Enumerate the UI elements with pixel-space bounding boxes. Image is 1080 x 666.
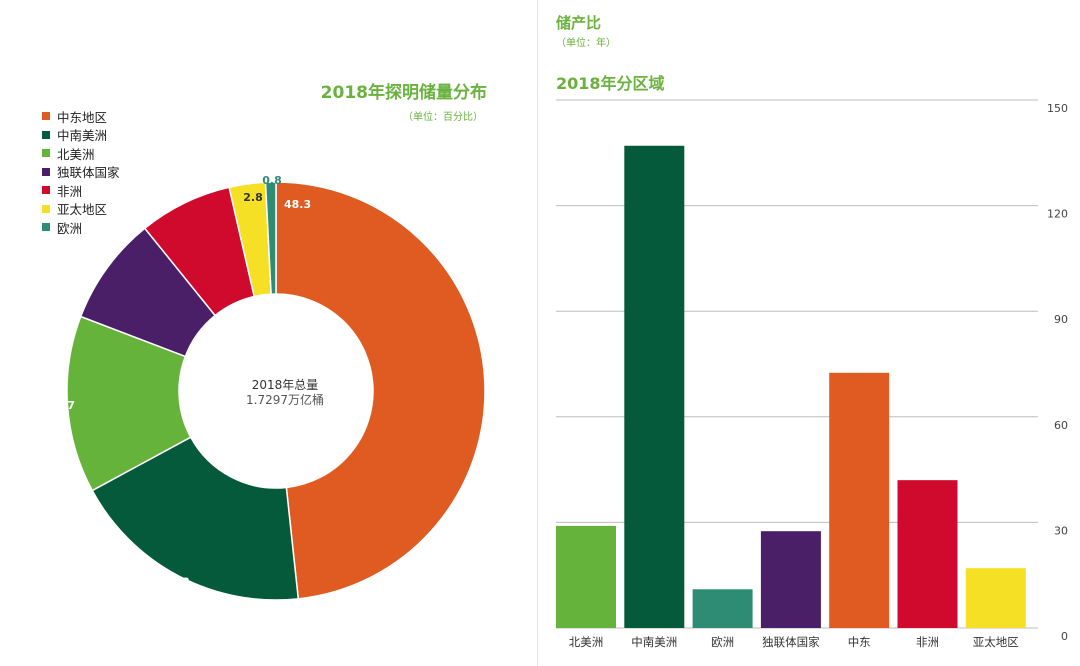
y-tick-label: 120 bbox=[1047, 208, 1068, 221]
donut-value-label: 2.8 bbox=[243, 191, 263, 204]
legend-swatch bbox=[42, 149, 50, 158]
x-tick-label: 中东 bbox=[848, 635, 871, 649]
legend-label: 独联体国家 bbox=[57, 165, 120, 181]
bar-chart-panel: 储产比 （单位：年） 2018年分区域 0 30 60 90 120 150 北美洲 中南美… bbox=[537, 0, 1080, 666]
legend-label: 亚太地区 bbox=[57, 202, 108, 218]
bar bbox=[897, 480, 958, 628]
legend-item: 亚太地区 bbox=[42, 200, 120, 219]
legend-label: 非洲 bbox=[57, 183, 83, 199]
legend-item: 非洲 bbox=[42, 181, 120, 200]
y-tick-label: 0 bbox=[1061, 630, 1068, 643]
legend-swatch bbox=[42, 186, 50, 195]
bar-chart-subtitle: 2018年分区域 bbox=[556, 74, 665, 93]
donut-value-label: 13.7 bbox=[48, 399, 75, 412]
bar bbox=[965, 568, 1026, 628]
pie-chart-unit-note: （单位：百分比） bbox=[403, 112, 483, 123]
x-tick-label: 非洲 bbox=[916, 635, 939, 649]
legend-label: 北美洲 bbox=[57, 146, 95, 162]
legend-label: 欧洲 bbox=[57, 220, 83, 236]
bar-chart-title: 储产比 bbox=[556, 14, 602, 32]
donut-chart: 48.3 18.8 13.7 8.4 7.2 2.8 0.8 2018年总量 1.7297万… bbox=[48, 174, 486, 601]
x-tick-label: 北美洲 bbox=[569, 635, 604, 649]
pie-chart-title: 2018年探明储量分布 bbox=[320, 83, 487, 103]
donut-center-total: 1.7297万亿桶 bbox=[246, 392, 324, 407]
donut-value-label: 7.2 bbox=[167, 182, 187, 195]
y-tick-label: 90 bbox=[1054, 313, 1068, 326]
legend-label: 中南美洲 bbox=[57, 128, 108, 144]
legend-swatch bbox=[42, 204, 50, 213]
legend-swatch bbox=[42, 130, 50, 139]
donut-slice bbox=[91, 436, 300, 601]
donut-center-title: 2018年总量 bbox=[252, 378, 319, 392]
legend-item: 北美洲 bbox=[42, 144, 120, 163]
legend-swatch bbox=[42, 223, 50, 232]
legend-swatch bbox=[42, 167, 50, 176]
legend-item: 中东地区 bbox=[42, 107, 120, 126]
legend-swatch bbox=[42, 112, 50, 121]
donut-value-label: 8.4 bbox=[87, 255, 107, 268]
bar bbox=[624, 145, 685, 628]
donut-value-label: 0.8 bbox=[262, 174, 282, 187]
bar bbox=[760, 531, 821, 628]
y-tick-label: 150 bbox=[1047, 102, 1068, 115]
bar bbox=[556, 525, 616, 628]
legend-item: 欧洲 bbox=[42, 218, 120, 237]
legend-item: 中南美洲 bbox=[42, 126, 120, 145]
pie-chart-panel: 2018年探明储量分布 （单位：百分比） 中东地区中南美洲北美洲独联体国家非洲亚… bbox=[0, 0, 535, 666]
legend-item: 独联体国家 bbox=[42, 163, 120, 182]
donut-value-label: 48.3 bbox=[284, 198, 311, 211]
x-tick-label: 亚太地区 bbox=[973, 635, 1019, 649]
donut-slice bbox=[264, 181, 277, 295]
y-tick-label: 60 bbox=[1054, 419, 1068, 432]
y-tick-label: 30 bbox=[1054, 524, 1068, 537]
x-tick-label: 中南美洲 bbox=[631, 635, 677, 649]
bar-chart-unit-note: （单位：年） bbox=[556, 38, 616, 49]
bar-chart: 0 30 60 90 120 150 北美洲 中南美洲 欧洲 独联体国家 中东 非洲 亚太地区 bbox=[556, 99, 1068, 649]
x-tick-label: 独联体国家 bbox=[762, 635, 820, 649]
legend-label: 中东地区 bbox=[57, 109, 108, 125]
pie-legend: 中东地区中南美洲北美洲独联体国家非洲亚太地区欧洲 bbox=[42, 107, 120, 237]
bar bbox=[692, 589, 753, 628]
donut-value-label: 18.8 bbox=[162, 575, 189, 588]
bar bbox=[829, 372, 890, 628]
donut-slice bbox=[275, 181, 486, 600]
x-tick-label: 欧洲 bbox=[711, 635, 734, 649]
